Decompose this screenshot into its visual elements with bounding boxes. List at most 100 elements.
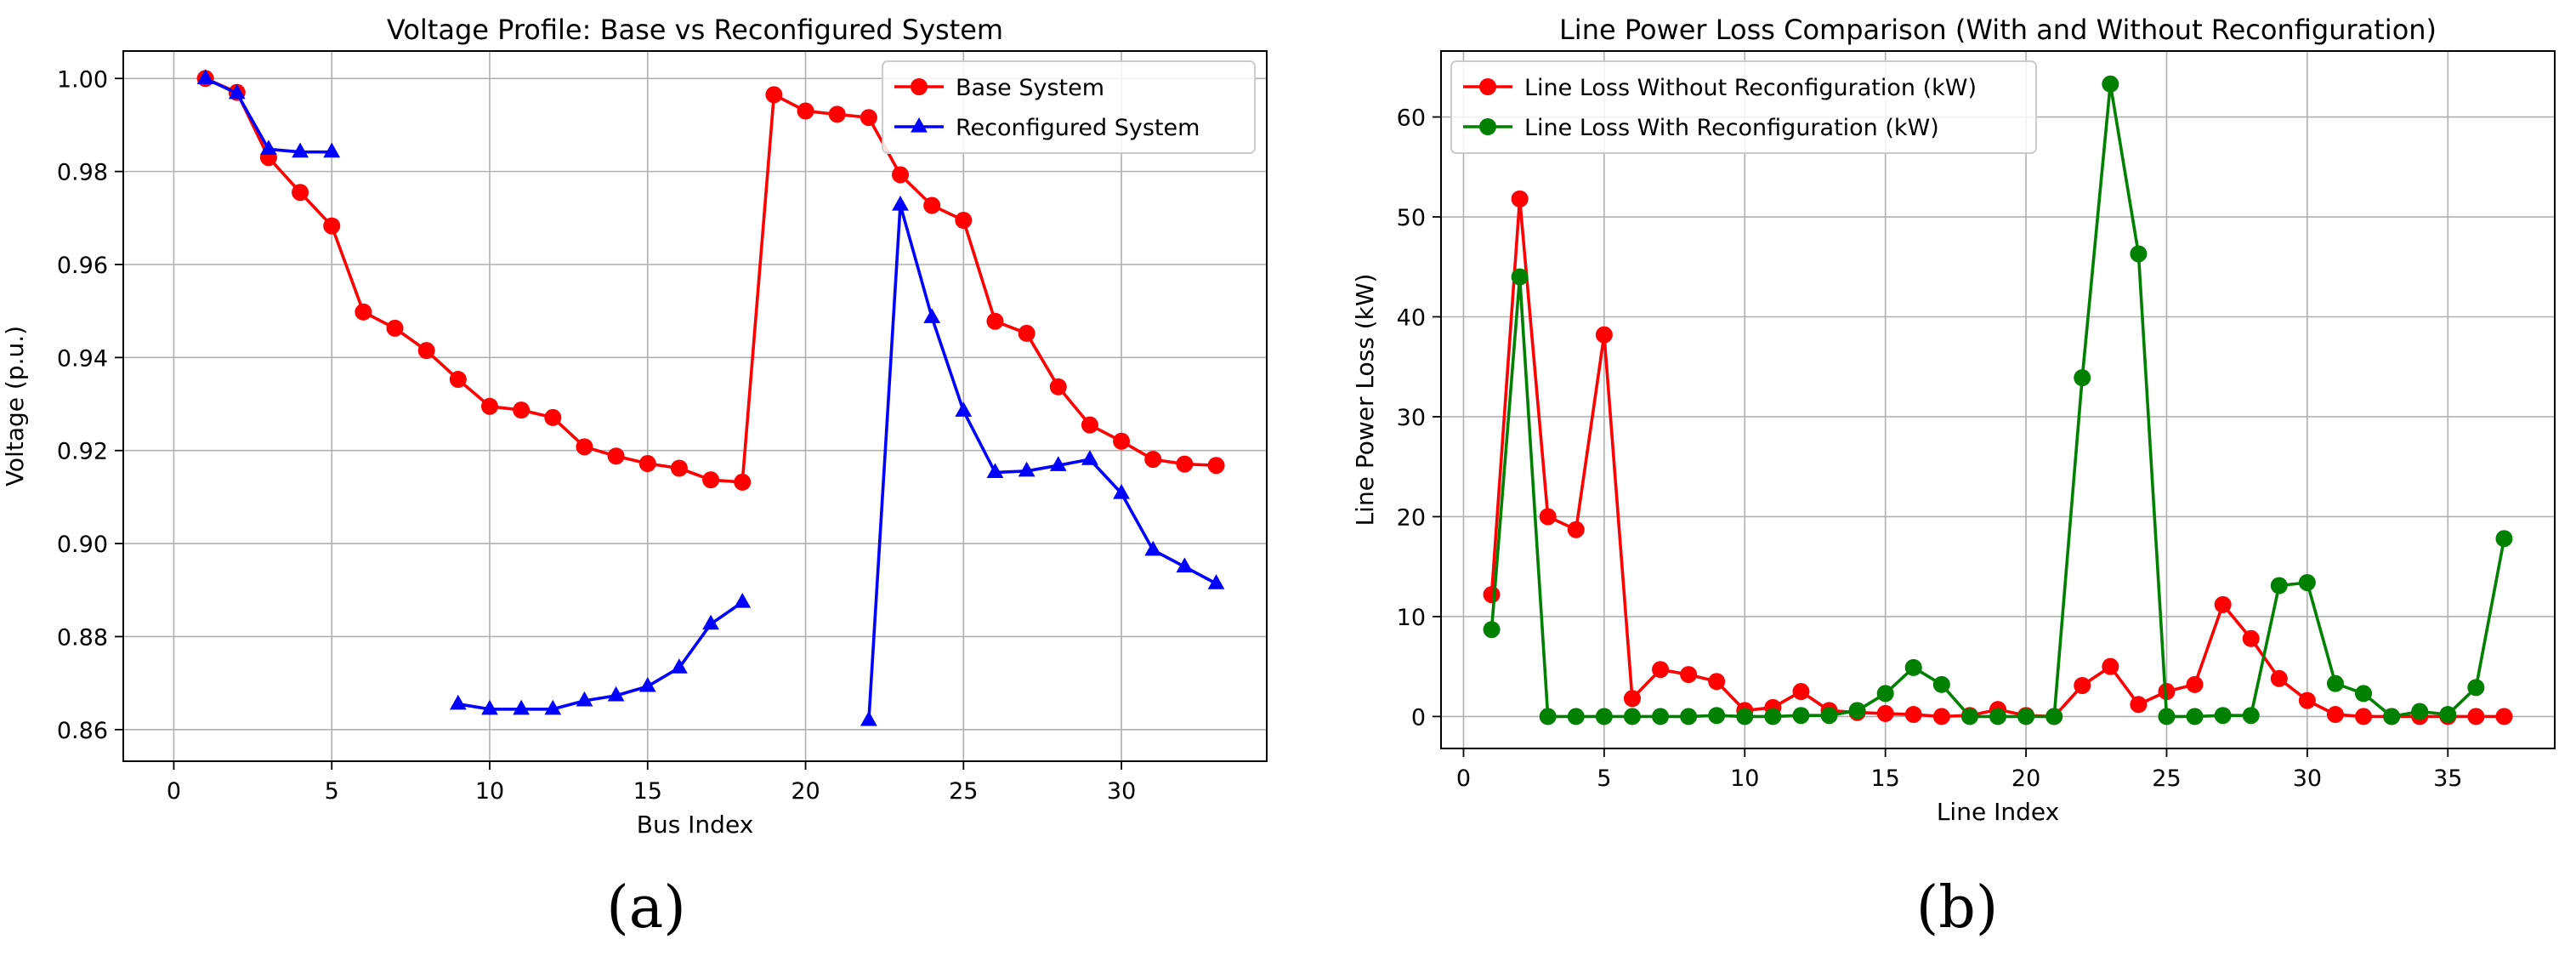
data-point	[576, 438, 593, 456]
y-tick-label: 10	[1397, 605, 1426, 631]
data-point	[607, 447, 625, 465]
data-point	[1764, 708, 1782, 726]
data-point	[2495, 708, 2513, 726]
data-point	[449, 371, 467, 389]
data-point	[1539, 508, 1557, 526]
x-tick-label: 35	[2433, 765, 2462, 792]
x-tick-label: 25	[949, 778, 978, 805]
data-point	[638, 455, 656, 473]
y-tick-label: 60	[1397, 105, 1426, 132]
data-point	[196, 69, 214, 84]
legend-marker	[1479, 118, 1496, 135]
y-tick-label: 20	[1397, 504, 1426, 531]
y-tick-label: 0	[1411, 704, 1426, 731]
data-point	[1207, 457, 1225, 475]
series-line	[1489, 83, 2506, 719]
data-point	[417, 342, 435, 360]
legend: Line Loss Without Reconfiguration (kW) Li…	[1450, 60, 2037, 154]
data-point	[638, 676, 656, 692]
data-point	[1876, 685, 1894, 703]
data-point	[2130, 696, 2148, 714]
x-tick-label: 15	[633, 778, 662, 805]
data-point	[734, 473, 752, 491]
data-point	[670, 459, 688, 477]
data-point	[228, 83, 246, 100]
data-point	[1049, 378, 1067, 395]
series-line	[867, 203, 1217, 721]
data-point	[2326, 706, 2344, 724]
plot-frame	[1440, 50, 2556, 749]
panel-label-b: (b)	[1916, 874, 1999, 942]
data-point	[860, 710, 877, 726]
data-point	[1018, 324, 1036, 342]
x-tick-label: 10	[1730, 765, 1759, 792]
data-point	[1932, 708, 1950, 726]
data-point	[1018, 461, 1036, 477]
series-line	[1489, 197, 2505, 719]
data-point	[2298, 573, 2316, 591]
x-tick-label: 25	[2152, 765, 2181, 792]
data-point	[355, 303, 372, 321]
x-tick-label: 20	[791, 778, 820, 805]
x-tick-label: 0	[1456, 765, 1471, 792]
data-point	[892, 166, 910, 184]
data-point	[2017, 708, 2035, 726]
data-point	[1144, 451, 1162, 469]
data-point	[1623, 690, 1641, 708]
data-point	[828, 105, 846, 123]
data-point	[2074, 369, 2091, 387]
data-point	[765, 86, 783, 104]
data-point	[1792, 683, 1810, 701]
data-point	[1708, 707, 1726, 725]
data-point	[576, 691, 593, 707]
legend-box	[1450, 60, 2037, 154]
legend-label: Line Loss Without Reconfiguration (kW)	[1524, 75, 1977, 101]
data-point	[2186, 708, 2204, 726]
data-point	[513, 401, 531, 419]
data-point	[1567, 521, 1585, 538]
data-point	[292, 142, 309, 158]
data-point	[1144, 540, 1162, 556]
data-point	[1904, 706, 1922, 724]
data-point	[923, 196, 941, 214]
data-point	[1511, 190, 1529, 208]
data-point	[1595, 326, 1613, 344]
data-point	[1932, 675, 1950, 693]
panel-label-a: (a)	[606, 874, 686, 942]
data-point	[1876, 704, 1894, 722]
y-axis-label: Line Power Loss (kW)	[1351, 274, 1379, 526]
chart-title: Voltage Profile: Base vs Reconfigured Sy…	[387, 14, 1003, 46]
data-point	[2102, 75, 2119, 93]
series-base-system	[196, 70, 1225, 491]
data-point	[2439, 706, 2457, 724]
series-line-loss-with-reconfiguration-kw	[1483, 75, 2513, 726]
data-point	[1708, 673, 1726, 691]
data-point	[1567, 708, 1585, 726]
x-tick-label: 5	[1597, 765, 1611, 792]
data-point	[513, 699, 531, 715]
data-point	[2298, 691, 2316, 709]
data-point	[2102, 657, 2119, 675]
chart-title: Line Power Loss Comparison (With and Wit…	[1559, 14, 2437, 46]
y-axis-label: Voltage (p.u.)	[1, 326, 29, 487]
data-point	[2495, 530, 2513, 548]
data-point	[1848, 702, 1866, 720]
y-tick-label: 0.96	[57, 253, 108, 279]
data-point	[2242, 707, 2260, 725]
data-point	[1652, 708, 1670, 726]
y-tick-label: 0.90	[57, 532, 108, 558]
data-point	[1989, 708, 2006, 726]
series-reconfigured-system	[196, 69, 1225, 726]
legend-marker	[1479, 78, 1496, 95]
data-point	[544, 408, 562, 426]
data-point	[1960, 708, 1978, 726]
data-point	[1792, 707, 1810, 725]
data-point	[544, 699, 562, 715]
data-point	[702, 614, 719, 630]
data-point	[702, 471, 720, 489]
data-point	[2355, 708, 2373, 726]
data-point	[2158, 708, 2176, 726]
data-point	[449, 694, 467, 710]
data-point	[2130, 245, 2148, 263]
data-point	[1176, 455, 1194, 473]
